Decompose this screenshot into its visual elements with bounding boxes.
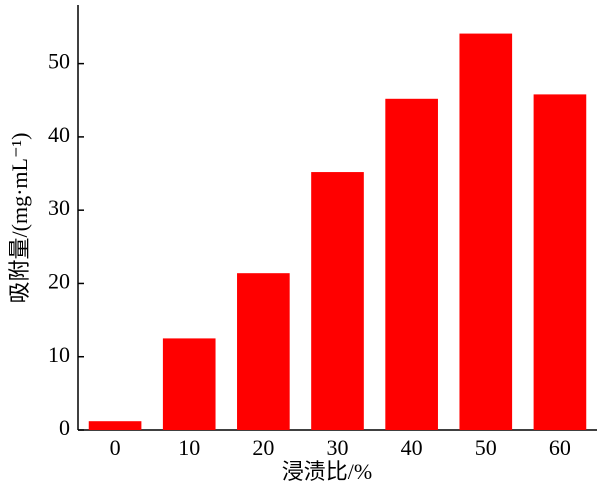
y-tick-label: 0 xyxy=(59,415,70,440)
bar xyxy=(237,273,290,430)
x-tick-label: 60 xyxy=(549,435,571,460)
y-tick-label: 20 xyxy=(48,268,70,293)
x-tick-label: 20 xyxy=(252,435,274,460)
x-axis-label: 浸渍比/% xyxy=(282,459,372,484)
y-tick-label: 10 xyxy=(48,342,70,367)
bar xyxy=(162,338,216,430)
x-tick-label: 0 xyxy=(110,435,121,460)
y-axis-label: 吸附量/(mg·mL⁻¹) xyxy=(7,133,32,304)
x-tick-label: 40 xyxy=(401,435,423,460)
x-tick-label: 10 xyxy=(178,435,200,460)
bar xyxy=(311,172,364,430)
x-tick-label: 50 xyxy=(475,435,497,460)
y-tick-label: 40 xyxy=(48,122,70,147)
y-tick-label: 50 xyxy=(48,49,70,74)
bar xyxy=(533,94,587,431)
bar xyxy=(88,421,142,430)
bar xyxy=(459,33,513,431)
bar xyxy=(385,98,438,431)
x-tick-label: 30 xyxy=(327,435,349,460)
y-tick-label: 30 xyxy=(48,195,70,220)
